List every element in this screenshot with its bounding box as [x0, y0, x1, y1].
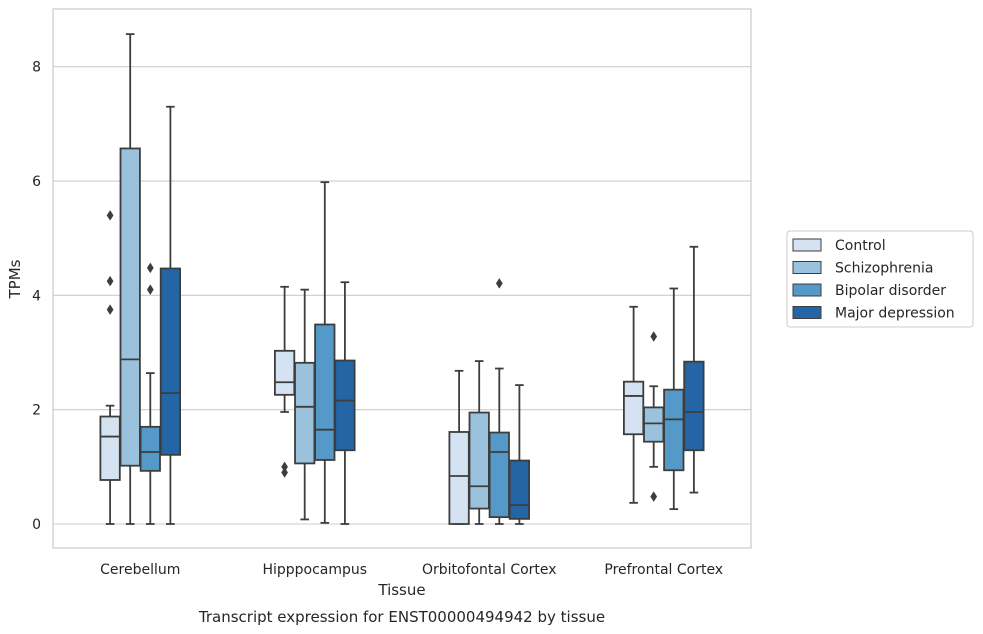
legend-label: Bipolar disorder	[835, 283, 946, 299]
outlier-point	[650, 491, 658, 502]
outlier-point	[106, 304, 114, 315]
iqr-box	[663, 388, 685, 472]
iqr-box	[508, 459, 531, 520]
iqr-box	[334, 359, 356, 452]
iqr-box	[448, 431, 470, 525]
box-series	[99, 33, 705, 525]
legend-swatch	[792, 261, 822, 274]
x-tick-label: Orbitofontal Cortex	[422, 562, 557, 578]
box-0-0	[99, 210, 121, 525]
box-3-2	[663, 287, 685, 511]
outlier-point	[106, 275, 114, 287]
outlier-point	[650, 331, 658, 342]
chart-caption: Transcript expression for ENST0000049494…	[198, 608, 605, 626]
box-3-1	[643, 331, 665, 502]
legend-label: Major depression	[835, 306, 955, 322]
x-axis-title: Tissue	[377, 581, 425, 599]
box-3-3	[683, 245, 705, 494]
iqr-box	[314, 323, 336, 461]
legend-swatch	[792, 283, 822, 297]
iqr-box	[159, 267, 181, 456]
x-tick-label: Prefrontal Cortex	[604, 562, 723, 578]
iqr-box	[488, 431, 510, 519]
outlier-point	[146, 284, 154, 295]
y-tick-label: 4	[32, 288, 41, 304]
box-3-0	[623, 305, 645, 504]
box-2-0	[448, 369, 470, 525]
box-0-3	[159, 105, 181, 525]
outlier-point	[281, 461, 288, 473]
iqr-box	[139, 425, 161, 472]
y-axis-title: TPMs	[6, 259, 24, 299]
iqr-box	[468, 411, 490, 510]
iqr-box	[683, 360, 705, 452]
outlier-point	[106, 210, 114, 221]
plot-frame	[52, 8, 752, 549]
iqr-box	[623, 380, 645, 436]
y-tick-labels: 0 2 4 6 8	[32, 60, 41, 533]
box-2-3	[508, 384, 531, 525]
x-tick-labels: Cerebellum Hipppocampus Orbitofontal Corte…	[100, 562, 723, 578]
iqr-box	[643, 406, 665, 443]
legend-frame	[786, 230, 974, 328]
y-tick-label: 8	[32, 60, 41, 76]
iqr-box	[119, 147, 141, 467]
legend-label: Schizophrenia	[835, 261, 933, 277]
outlier-point	[495, 278, 503, 289]
outlier-point	[146, 262, 154, 274]
legend-swatch	[792, 306, 822, 319]
box-0-1	[119, 33, 141, 525]
outlier-point	[281, 467, 288, 478]
y-tick-label: 0	[32, 517, 41, 533]
legend: Control Schizophrenia Bipolar disorder Majo…	[786, 230, 974, 328]
box-1-3	[334, 281, 356, 525]
iqr-box	[294, 361, 316, 465]
x-tick-label: Hipppocampus	[262, 562, 367, 578]
box-1-0	[273, 285, 296, 478]
iqr-box	[99, 415, 121, 481]
x-tick-label: Cerebellum	[100, 562, 180, 578]
y-tick-label: 2	[32, 403, 41, 419]
iqr-box	[273, 349, 296, 396]
legend-label: Control	[835, 238, 886, 254]
legend-swatch	[792, 238, 822, 252]
y-tick-label: 6	[32, 174, 41, 190]
